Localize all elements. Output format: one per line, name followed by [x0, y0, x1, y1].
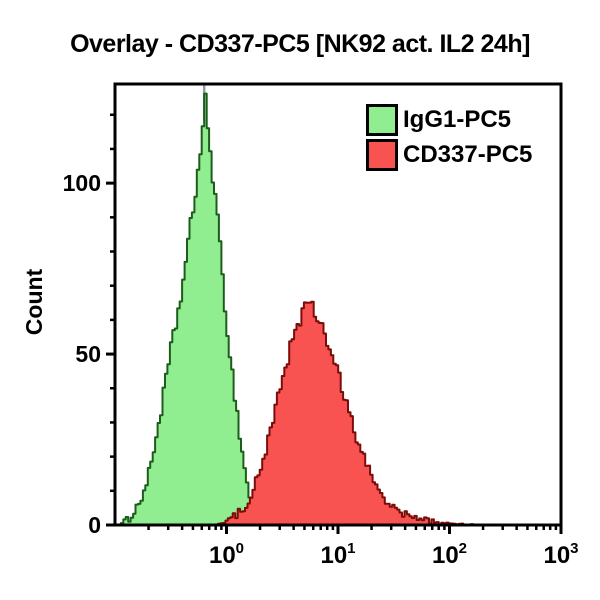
- chart-title: Overlay - CD337-PC5 [NK92 act. IL2 24h]: [70, 30, 530, 58]
- x-tick-label: 101: [320, 540, 355, 569]
- x-tick-label: 100: [209, 540, 244, 569]
- x-tick-label: 103: [543, 540, 578, 569]
- y-tick-label: 50: [75, 341, 101, 367]
- x-tick-label: 102: [432, 540, 467, 569]
- legend-item-igg1: IgG1-PC5: [366, 104, 532, 136]
- y-tick-label: 0: [88, 512, 101, 538]
- legend-swatch-red-icon: [366, 139, 398, 171]
- legend-label-cd337: CD337-PC5: [403, 141, 533, 168]
- legend-item-cd337: CD337-PC5: [366, 139, 532, 171]
- legend-label-igg1: IgG1-PC5: [403, 106, 512, 133]
- legend-swatch-green-icon: [366, 104, 398, 136]
- histogram-red: [212, 300, 479, 526]
- legend: IgG1-PC5 CD337-PC5: [366, 104, 532, 174]
- y-tick-label: 100: [63, 170, 101, 196]
